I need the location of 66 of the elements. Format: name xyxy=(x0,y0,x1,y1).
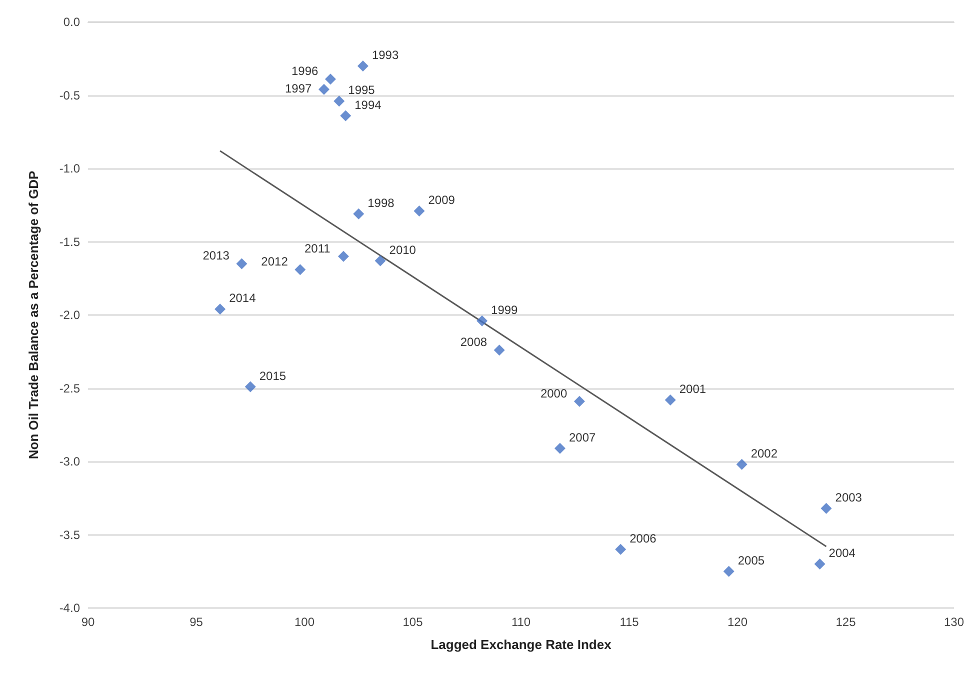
y-tick-label: -2.0 xyxy=(59,308,80,322)
annotation: 2005 xyxy=(738,553,765,568)
y-axis-title: Non Oil Trade Balance as a Percentage of GDP xyxy=(26,170,41,460)
point xyxy=(664,394,676,406)
point xyxy=(574,396,585,407)
annotation: 1996 xyxy=(291,64,318,78)
annotation: 1995 xyxy=(348,83,376,98)
x-tick-label: 115 xyxy=(620,615,640,629)
annotation: 2015 xyxy=(259,368,286,383)
point xyxy=(294,264,306,276)
x-tick-label: 120 xyxy=(727,615,748,629)
point xyxy=(353,208,364,220)
x-tick-label: 130 xyxy=(944,615,964,629)
point xyxy=(820,502,832,514)
annotation: 2013 xyxy=(202,248,230,263)
annotation: 2009 xyxy=(428,192,456,207)
point xyxy=(236,258,248,270)
y-tick-label: -2.5 xyxy=(59,381,80,396)
annotation: 2003 xyxy=(835,490,862,504)
x-tick-label: 105 xyxy=(402,615,424,629)
point xyxy=(338,250,349,262)
point xyxy=(615,544,626,555)
annotation: 1993 xyxy=(372,48,399,62)
annotation: 1997 xyxy=(284,81,312,96)
annotation: 1994 xyxy=(354,98,382,112)
point xyxy=(318,84,330,95)
x-tick-label: 110 xyxy=(511,615,531,629)
point xyxy=(723,566,734,577)
annotation: 2000 xyxy=(540,386,568,400)
point xyxy=(324,74,336,85)
point xyxy=(357,60,368,72)
x-tick-label: 100 xyxy=(294,615,315,629)
point xyxy=(334,96,345,107)
x-tick-label: 90 xyxy=(81,615,95,629)
point xyxy=(554,442,566,454)
annotation: 2010 xyxy=(389,242,416,257)
annotation: 2002 xyxy=(750,446,778,460)
point xyxy=(374,255,386,266)
y-tick-label: -1.0 xyxy=(59,162,80,176)
point xyxy=(494,344,505,356)
x-tick-label: 125 xyxy=(836,615,856,629)
annotation: 2004 xyxy=(828,546,856,560)
point xyxy=(414,205,425,216)
point xyxy=(736,458,748,470)
x-tick-label: 95 xyxy=(190,615,204,629)
point xyxy=(214,304,226,315)
annotation: 2006 xyxy=(630,531,657,546)
y-tick-label: -3.5 xyxy=(59,528,80,542)
annotation: 2001 xyxy=(679,382,706,396)
annotation: 2012 xyxy=(261,254,288,269)
y-tick-label: -0.5 xyxy=(59,88,80,102)
x-axis-title: Lagged Exchange Rate Index xyxy=(430,637,612,652)
point xyxy=(476,315,488,326)
y-tick-label: -1.5 xyxy=(59,234,80,249)
y-tick-label: 0.0 xyxy=(63,15,80,29)
annotation: 2011 xyxy=(304,241,331,256)
y-tick-label: -4.0 xyxy=(59,601,80,615)
annotation: 2008 xyxy=(460,335,488,350)
annotation: 2007 xyxy=(568,430,596,444)
point xyxy=(340,110,352,122)
y-tick-label: -3.0 xyxy=(59,454,80,468)
annotation: 1998 xyxy=(368,196,395,210)
point xyxy=(814,558,826,570)
annotation: 2014 xyxy=(229,291,256,306)
annotation: 1999 xyxy=(491,302,518,317)
point xyxy=(244,381,256,392)
